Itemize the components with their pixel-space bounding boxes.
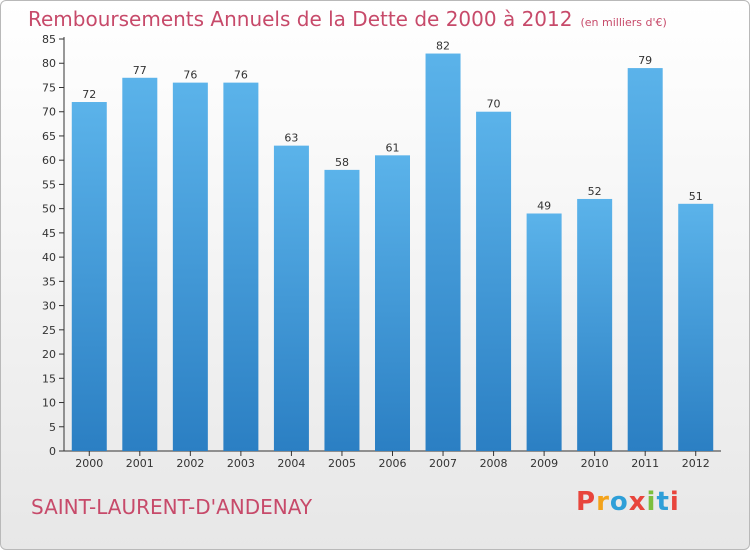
y-tick-label: 35 [42,275,56,288]
x-tick-label: 2003 [227,457,255,470]
chart-unit: (en milliers d'€) [580,16,667,29]
x-tick-label: 2000 [75,457,103,470]
x-tick-label: 2009 [530,457,558,470]
y-tick-label: 25 [42,324,56,337]
bar [425,53,461,452]
y-tick-label: 70 [42,106,56,119]
x-tick-label: 2011 [631,457,659,470]
bar-value-label: 52 [588,185,602,198]
bar [122,77,158,451]
bar-value-label: 76 [183,69,197,82]
y-tick-label: 65 [42,130,56,143]
bar [577,198,613,451]
x-tick-label: 2004 [277,457,305,470]
y-tick-label: 45 [42,227,56,240]
bar [526,213,562,451]
bar [172,82,208,451]
y-tick-label: 10 [42,397,56,410]
y-tick-label: 60 [42,154,56,167]
y-tick-label: 30 [42,300,56,313]
logo-letter: r [596,487,610,517]
bar-value-label: 82 [436,40,450,53]
y-tick-label: 0 [49,445,56,458]
x-tick-label: 2007 [429,457,457,470]
x-tick-label: 2005 [328,457,356,470]
place-name: SAINT-LAURENT-D'ANDENAY [31,495,313,519]
logo-letter: i [669,487,680,517]
bar-value-label: 77 [133,64,147,77]
bar [476,111,512,452]
y-tick-label: 5 [49,421,56,434]
x-tick-label: 2006 [379,457,407,470]
logo-letter: x [628,487,647,517]
bar-value-label: 58 [335,156,349,169]
bar [324,169,360,451]
chart-title-text: Remboursements Annuels de la Dette de 20… [28,7,573,31]
y-tick-label: 75 [42,81,56,94]
logo-letter: i [646,487,657,517]
x-tick-label: 2001 [126,457,154,470]
y-tick-label: 55 [42,178,56,191]
y-tick-label: 85 [42,33,56,46]
logo-letter: t [656,487,670,517]
y-tick-label: 15 [42,372,56,385]
bar-value-label: 63 [284,132,298,145]
bar-value-label: 79 [638,54,652,67]
bar [223,82,259,451]
x-tick-label: 2010 [581,457,609,470]
x-tick-label: 2012 [682,457,710,470]
bar [678,203,714,451]
bar [375,155,410,451]
y-tick-label: 40 [42,251,56,264]
logo-letter: o [609,487,629,517]
x-tick-label: 2002 [176,457,204,470]
bar-value-label: 61 [386,141,400,154]
proxiti-logo: Proxiti [576,487,680,517]
bar-value-label: 70 [487,98,501,111]
chart-title: Remboursements Annuels de la Dette de 20… [28,7,667,31]
x-tick-label: 2008 [480,457,508,470]
bar [71,102,107,451]
y-tick-label: 50 [42,203,56,216]
y-tick-label: 20 [42,348,56,361]
bar-value-label: 76 [234,69,248,82]
y-tick-label: 80 [42,57,56,70]
bar [273,145,309,451]
bar-value-label: 49 [537,199,551,212]
bar-value-label: 51 [689,190,703,203]
logo-letter: P [576,487,597,517]
bar [627,68,663,452]
bar-value-label: 72 [82,88,96,101]
